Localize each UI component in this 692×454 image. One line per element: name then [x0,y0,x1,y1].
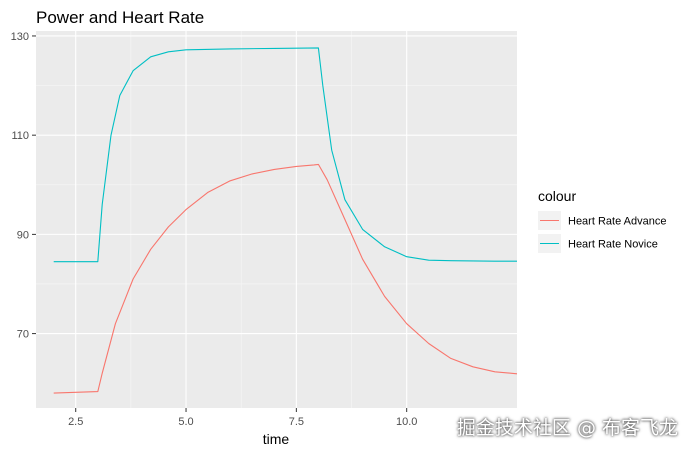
legend: colour Heart Rate Advance Heart Rate Novi… [538,188,666,253]
grid-lines [36,31,517,408]
legend-label: Heart Rate Advance [568,216,666,228]
y-tick-label: 90 [17,229,29,241]
x-axis-title: time [263,431,290,447]
x-tick-label: 7.5 [289,416,304,428]
series-line-2 [53,47,517,263]
chart-title: Power and Heart Rate [36,8,204,27]
y-tick-label: 130 [11,31,29,43]
series-lines [53,47,518,394]
watermark-text: 掘金技术社区 @ 布客飞龙 [456,417,678,439]
plot-panel [36,31,517,408]
x-tick-label: 10.0 [396,416,417,428]
series-line-1 [53,163,518,394]
legend-label: Heart Rate Novice [568,239,658,251]
y-tick-label: 70 [17,329,29,341]
axes: 2.5 5.0 7.5 10.0 70 90 110 130 [11,31,418,428]
x-tick-label: 5.0 [178,416,193,428]
x-tick-label: 2.5 [68,416,83,428]
legend-title: colour [538,188,576,204]
y-tick-label: 110 [11,130,29,142]
